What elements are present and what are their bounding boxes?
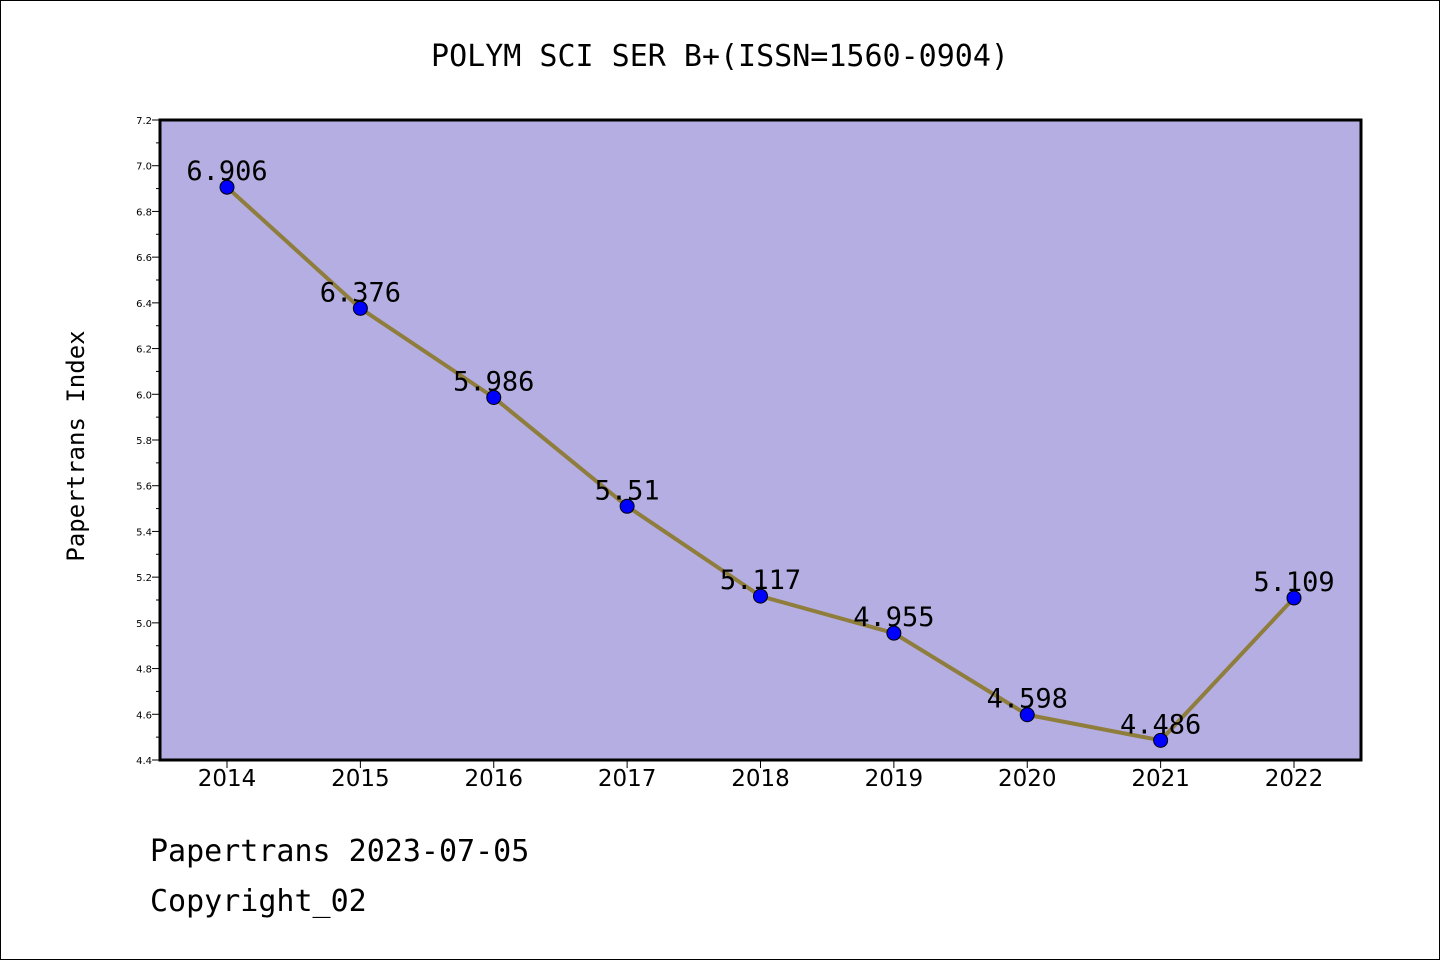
x-tick-label: 2016 <box>464 766 523 792</box>
data-label: 5.117 <box>720 565 801 596</box>
footer-copyright: Copyright_02 <box>150 884 367 919</box>
data-label: 4.955 <box>853 602 934 633</box>
footer-date: Papertrans 2023-07-05 <box>150 834 530 869</box>
x-axis: 2014 2015 2016 2017 2018 2019 2020 2021 2022 <box>198 760 1324 792</box>
y-tick-label: 4.6 <box>136 710 152 721</box>
data-label: 5.51 <box>595 475 660 506</box>
data-point-marker <box>1153 732 1169 748</box>
y-tick-label: 5.0 <box>136 619 152 630</box>
data-point-marker <box>886 625 902 641</box>
y-tick-label: 7.0 <box>136 162 152 173</box>
y-axis-label: Papertrans Index <box>62 330 90 561</box>
x-tick-label: 2020 <box>998 766 1057 792</box>
data-label: 6.906 <box>186 156 267 187</box>
x-tick-label: 2019 <box>865 766 924 792</box>
y-tick-label: 6.2 <box>136 345 152 356</box>
x-tick-label: 2018 <box>731 766 790 792</box>
data-point-marker <box>219 179 235 195</box>
plot-area <box>160 120 1361 760</box>
y-tick-label: 7.2 <box>136 116 152 127</box>
x-tick-label: 2021 <box>1131 766 1190 792</box>
x-tick-label: 2015 <box>331 766 390 792</box>
data-point-marker <box>619 498 635 514</box>
data-point-marker <box>753 588 768 604</box>
y-tick-label: 6.6 <box>136 253 152 264</box>
data-label: 4.486 <box>1120 709 1201 740</box>
x-tick-label: 2022 <box>1265 766 1324 792</box>
series-line-group: 6.906 6.376 5.986 5.51 5.117 4.955 4.598 4.486 5… <box>186 156 1335 748</box>
y-axis: 4.4 4.6 4.8 5.0 5.2 5.4 5.6 5.8 6.0 6.2 6.4 6.6 6.8 7… <box>136 116 160 767</box>
y-tick-label: 5.4 <box>136 527 152 538</box>
y-tick-label: 5.8 <box>136 436 152 447</box>
y-tick-label: 4.8 <box>136 665 152 676</box>
y-tick-label: 5.6 <box>136 482 152 493</box>
data-label: 5.109 <box>1253 567 1334 598</box>
y-tick-label: 6.8 <box>136 207 152 218</box>
y-tick-label: 5.2 <box>136 573 152 584</box>
chart-title: POLYM SCI SER B+(ISSN=1560-0904) <box>431 39 1009 74</box>
data-point-marker <box>1019 707 1035 723</box>
data-point-marker <box>352 300 368 316</box>
data-label: 6.376 <box>320 277 401 308</box>
y-tick-label: 6.0 <box>136 390 152 401</box>
x-tick-label: 2017 <box>598 766 657 792</box>
x-tick-label: 2014 <box>198 766 257 792</box>
data-label: 4.598 <box>987 684 1068 715</box>
data-point-marker <box>1286 590 1302 606</box>
y-tick-label: 4.4 <box>136 756 152 767</box>
data-point-marker <box>486 389 502 405</box>
data-label: 5.986 <box>453 366 534 397</box>
y-tick-label: 6.4 <box>136 299 152 310</box>
plot-border <box>158 118 1363 762</box>
